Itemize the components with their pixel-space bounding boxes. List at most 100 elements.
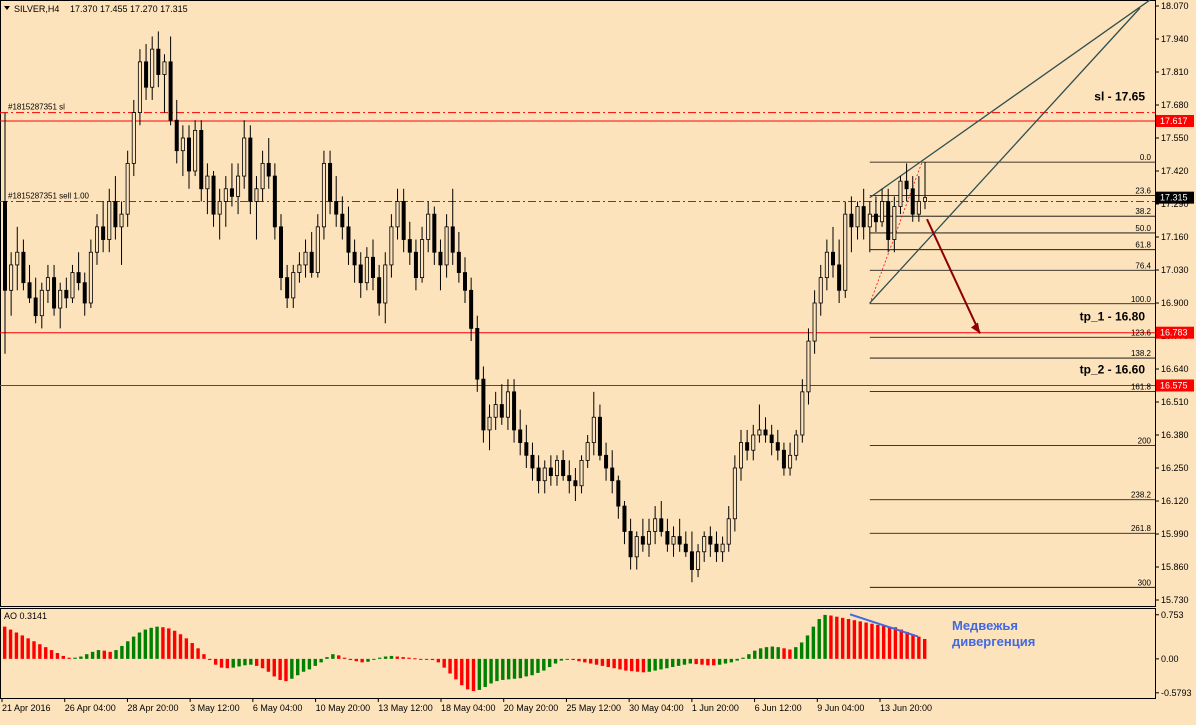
candle-body bbox=[377, 277, 382, 304]
candle-body bbox=[610, 467, 615, 482]
ao-bar bbox=[55, 653, 60, 659]
candle-body bbox=[855, 206, 860, 228]
ao-bar bbox=[49, 650, 54, 659]
candle-body bbox=[518, 429, 523, 444]
candle-body bbox=[199, 129, 204, 190]
price-tick-label: 18.070 bbox=[1161, 1, 1189, 11]
ao-bar bbox=[254, 658, 259, 666]
ao-bar bbox=[577, 658, 581, 662]
candle-body bbox=[536, 467, 541, 482]
fib-level-label: 200 bbox=[1138, 437, 1152, 446]
ao-bar bbox=[442, 658, 446, 668]
ao-bar bbox=[512, 658, 517, 679]
channel-lower-line bbox=[869, 7, 1141, 304]
candle-body bbox=[904, 180, 909, 190]
candle-body bbox=[321, 162, 326, 228]
ao-bar bbox=[3, 626, 7, 659]
ao-bar bbox=[131, 636, 136, 659]
candle-body bbox=[616, 480, 621, 507]
ao-bar bbox=[536, 658, 540, 673]
sell-arrow-head bbox=[971, 322, 980, 334]
candle-body bbox=[33, 297, 38, 317]
ao-bar bbox=[794, 647, 798, 659]
ao-bar bbox=[96, 650, 101, 659]
candle-body bbox=[217, 201, 222, 215]
ao-bar bbox=[846, 619, 851, 659]
candle-body bbox=[481, 378, 486, 431]
candle-body bbox=[683, 543, 688, 553]
candle-body bbox=[597, 416, 602, 456]
candle-body bbox=[579, 459, 584, 487]
candle-body bbox=[469, 289, 474, 329]
ao-bar bbox=[899, 629, 903, 659]
ao-bar bbox=[278, 658, 282, 680]
level-label: #1815287351 sell 1.00 bbox=[8, 191, 90, 200]
ao-bar bbox=[635, 658, 640, 672]
ao-bar bbox=[102, 650, 107, 659]
candle-body bbox=[223, 188, 228, 202]
ao-bar bbox=[284, 658, 288, 682]
candle-body bbox=[413, 251, 418, 279]
ao-bar bbox=[202, 654, 206, 659]
ao-bar bbox=[817, 619, 821, 659]
ao-bar bbox=[424, 658, 429, 660]
current-price-tag-bg bbox=[1156, 191, 1194, 204]
candle-body bbox=[653, 518, 658, 532]
ao-bar bbox=[501, 658, 505, 680]
fib-level-label: 50.0 bbox=[1135, 224, 1151, 233]
time-tick-label: 13 Jun 20:00 bbox=[880, 703, 932, 713]
price-tick-label: 17.810 bbox=[1161, 67, 1189, 77]
fib-level-label: 138.2 bbox=[1131, 349, 1152, 358]
candle-body bbox=[548, 467, 553, 477]
ao-bar bbox=[167, 628, 171, 659]
candle-body bbox=[389, 226, 394, 266]
ao-bar bbox=[876, 624, 880, 659]
ao-bar bbox=[723, 658, 728, 664]
ao-bar bbox=[44, 647, 48, 659]
ao-bar bbox=[372, 658, 376, 660]
candle-body bbox=[358, 264, 363, 284]
price-tick-label: 16.380 bbox=[1161, 430, 1189, 440]
ao-bar bbox=[213, 658, 218, 665]
ao-bar bbox=[799, 642, 804, 659]
ao-bar bbox=[126, 641, 130, 659]
ao-bar bbox=[272, 658, 276, 677]
ao-bar bbox=[20, 635, 24, 659]
candle-body bbox=[867, 213, 872, 228]
chart-menu-icon[interactable] bbox=[4, 6, 10, 10]
candle-body bbox=[39, 289, 44, 317]
candle-body bbox=[101, 226, 106, 240]
candle-body bbox=[407, 239, 412, 253]
ao-bar bbox=[735, 658, 739, 661]
candle-body bbox=[150, 48, 155, 88]
candle-body bbox=[27, 282, 32, 299]
candle-body bbox=[432, 213, 437, 253]
fib-level-label: 23.6 bbox=[1135, 187, 1151, 196]
candle-body bbox=[186, 137, 191, 172]
ao-bar bbox=[682, 658, 687, 665]
ao-bar bbox=[430, 658, 435, 661]
time-tick-label: 28 Apr 20:00 bbox=[127, 703, 178, 713]
ao-bar bbox=[483, 658, 487, 687]
candle-body bbox=[9, 264, 14, 291]
candle-body bbox=[873, 213, 878, 223]
ao-bar bbox=[758, 648, 763, 659]
candle-body bbox=[726, 518, 731, 545]
ao-bar bbox=[870, 623, 874, 659]
ao-bar bbox=[448, 658, 452, 674]
ao-bar bbox=[583, 658, 587, 663]
candle-body bbox=[315, 226, 320, 273]
candle-body bbox=[450, 226, 455, 253]
ao-bar bbox=[688, 658, 693, 664]
candle-body bbox=[180, 137, 185, 152]
ao-bar bbox=[413, 658, 417, 660]
candle-body bbox=[309, 251, 314, 273]
candle-body bbox=[174, 119, 179, 152]
candle-body bbox=[640, 536, 645, 545]
ao-indicator-label: AO 0.3141 bbox=[4, 611, 47, 621]
ao-bar bbox=[85, 654, 89, 659]
divergence-line bbox=[849, 613, 919, 638]
candle-body bbox=[751, 434, 756, 451]
